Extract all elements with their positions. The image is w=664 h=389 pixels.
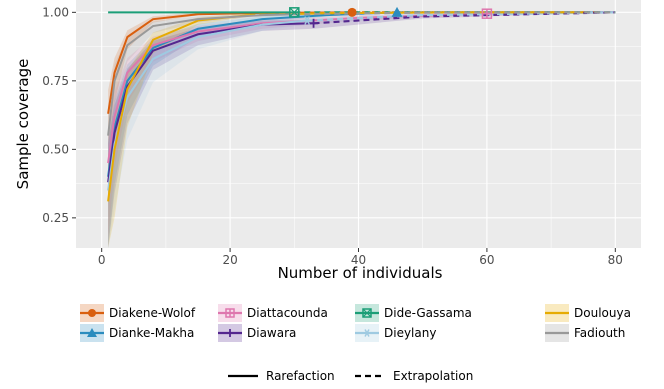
y-tick-label: 1.00: [42, 5, 69, 19]
confidence-band: [108, 12, 584, 248]
y-tick-label: 0.75: [42, 74, 69, 88]
line-type-item: Rarefaction: [228, 369, 335, 383]
legend-label: Diawara: [247, 326, 296, 340]
y-axis-ticks: 0.25 0.50 0.75 1.00: [42, 5, 76, 225]
legend-item: Dide-Gassama: [355, 304, 472, 322]
legend-label: Fadiouth: [574, 326, 625, 340]
line-type-item: Extrapolation: [355, 369, 473, 383]
legend-item: Dieylany: [355, 324, 436, 342]
x-tick-label: 0: [98, 253, 106, 267]
asterisk-stroke: [304, 16, 310, 25]
legend-label: Dianke-Makha: [109, 326, 194, 340]
line-type-label: Rarefaction: [266, 369, 335, 383]
legend-item: Fadiouth: [545, 324, 625, 342]
legend-label: Diattacounda: [247, 306, 328, 320]
legend-label: Doulouya: [574, 306, 631, 320]
circle-marker: [88, 309, 96, 317]
legend-item: Diawara: [218, 324, 296, 342]
extrapolation-line: [249, 11, 584, 17]
square-marker: [289, 7, 300, 18]
line-type-label: Extrapolation: [393, 369, 473, 383]
x-axis-ticks: 0 20 40 60 80: [98, 248, 623, 267]
confidence-bands: [108, 12, 616, 248]
x-tick-label: 80: [608, 253, 623, 267]
y-axis-title: Sample coverage: [14, 59, 32, 190]
legend-item: Diattacounda: [218, 304, 328, 322]
x-tick-label: 60: [479, 253, 494, 267]
line-type-legend: Rarefaction Extrapolation: [228, 369, 473, 383]
rarefaction-line: [107, 19, 308, 191]
confidence-band: [108, 12, 616, 198]
x-tick-label: 20: [222, 253, 237, 267]
legend-label: Dieylany: [384, 326, 436, 340]
rarefaction-line: [107, 13, 295, 136]
square-marker: [362, 308, 372, 318]
x-axis-title: Number of individuals: [278, 264, 443, 282]
grid-lines: [76, 0, 641, 253]
y-tick-label: 0.25: [42, 211, 69, 225]
observed-markers: [289, 6, 493, 28]
x-b: [289, 7, 300, 18]
legend-item: Doulouya: [545, 304, 631, 322]
triangle-marker: [87, 328, 97, 337]
asterisk-stroke: [364, 329, 370, 337]
y-tick-label: 0.50: [42, 142, 69, 156]
x-tick-label: 40: [351, 253, 366, 267]
legend-item: Diakene-Wolof: [80, 304, 196, 322]
legend-label: Diakene-Wolof: [109, 306, 196, 320]
legend-label: Dide-Gassama: [384, 306, 472, 320]
circle-marker: [347, 7, 357, 17]
x-b: [362, 308, 372, 318]
legend-item: Dianke-Makha: [80, 324, 194, 342]
legend: Diakene-Wolof Dianke-Makha Diattacounda Dia…: [80, 304, 631, 342]
extrapolation-line: [294, 11, 616, 16]
rarefaction-line: [107, 14, 250, 202]
triangle-marker: [391, 6, 403, 17]
series-lines: [107, 11, 616, 202]
